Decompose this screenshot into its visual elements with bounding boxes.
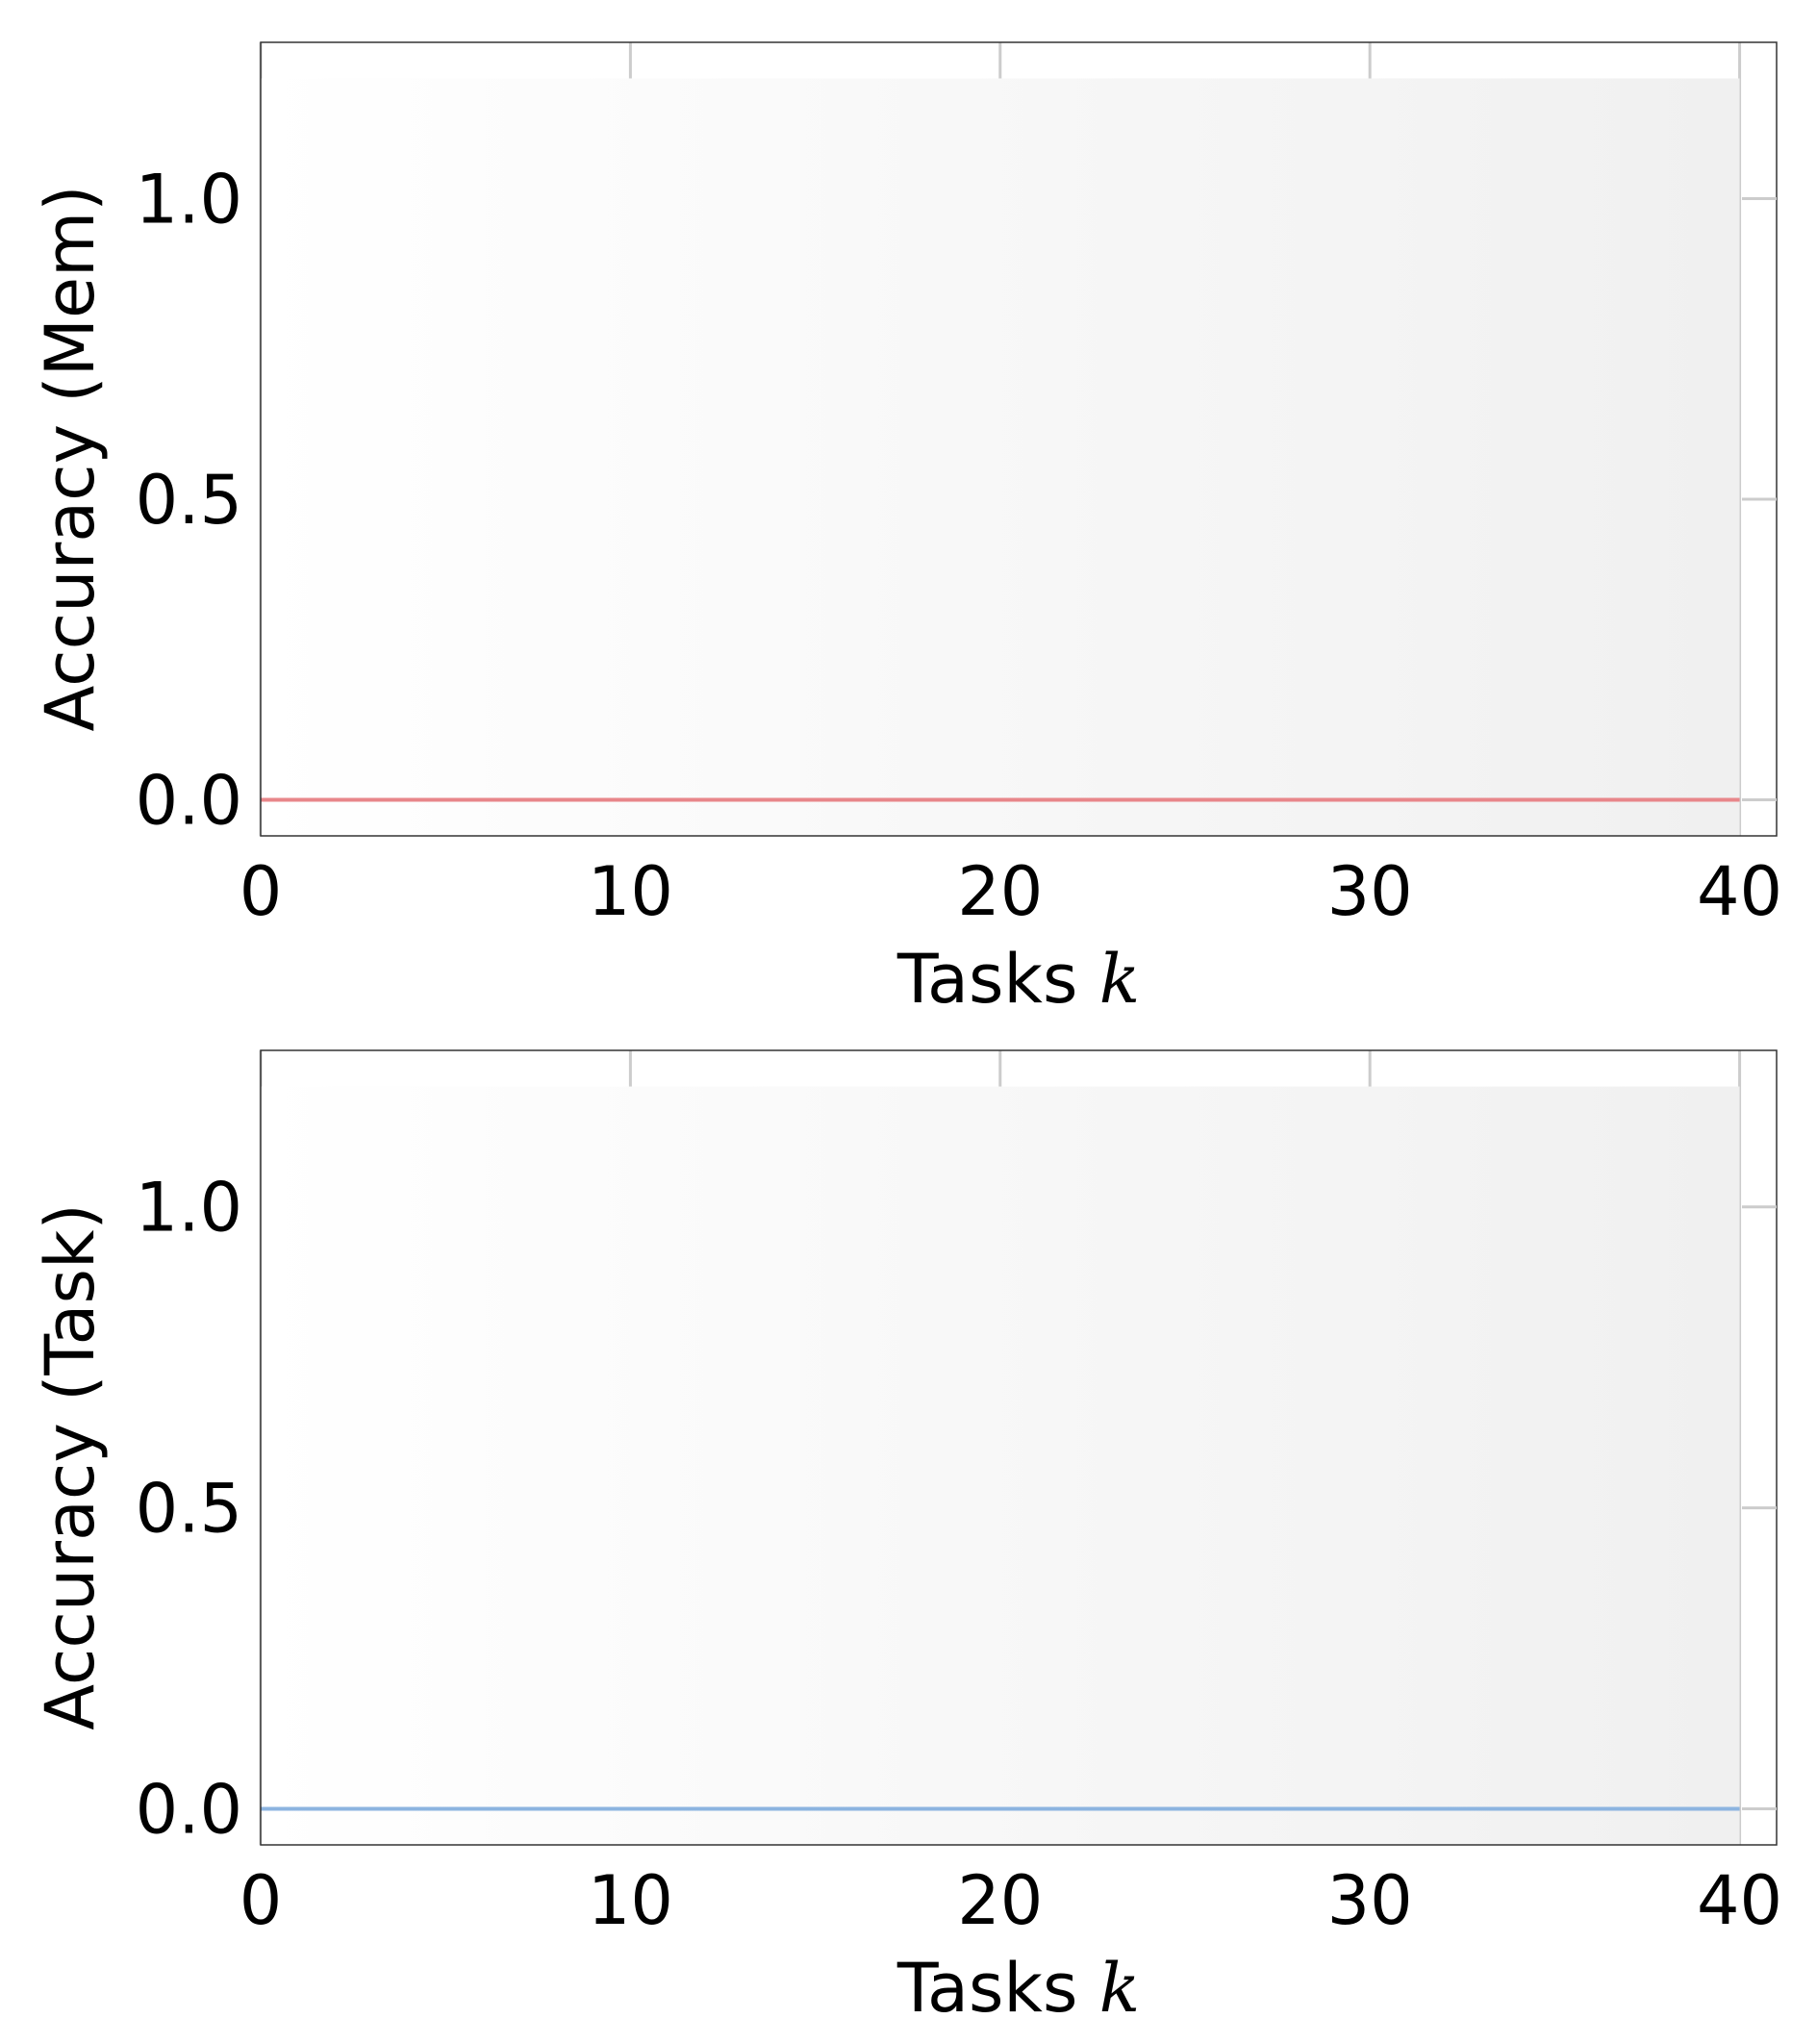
y-ticks: 0.0 0.5 1.0 [136,161,1777,841]
x-axis-label: Tasks k [896,940,1140,1019]
plot-frame [260,41,1778,837]
plot-frame [260,1049,1778,1846]
y-axis-label: Accuracy (Task) [31,1203,110,1730]
y-axis-label: Accuracy (Mem) [31,185,110,731]
y-tick-label: 0.5 [136,1470,242,1549]
y-tick-label: 1.0 [136,1169,242,1248]
y-tick-label: 1.0 [136,161,242,240]
y-tick-label: 0.0 [136,1770,242,1849]
shaded-task-band [261,78,1740,836]
task-accuracy-chart: 0.0 0.5 1.0 0 10 20 30 40 Tasks k Accuracy (Ta… [31,1049,1782,2028]
x-tick-label: 30 [1327,852,1413,931]
y-tick-label: 0.0 [136,762,242,841]
x-tick-label: 0 [240,852,283,931]
x-ticks: 0 10 20 30 40 [240,1861,1782,1940]
x-tick-label: 30 [1327,1861,1413,1940]
y-tick-label: 0.5 [136,461,242,540]
x-ticks: 0 10 20 30 40 [240,852,1782,931]
x-tick-label: 40 [1697,852,1782,931]
x-tick-label: 0 [240,1861,283,1940]
x-tick-label: 20 [957,1861,1043,1940]
shaded-band [261,1086,1740,1845]
x-tick-label: 10 [588,852,673,931]
y-ticks: 0.0 0.5 1.0 [136,1169,1777,1849]
x-axis-label: Tasks k [896,1949,1140,2028]
x-tick-label: 10 [588,1861,673,1940]
memory-accuracy-chart: 0.0 0.5 1.0 0 10 20 30 40 Tasks k Accuracy (Me… [31,41,1782,1019]
x-tick-label: 40 [1697,1861,1782,1940]
shaded-band [261,78,1740,836]
x-tick-label: 20 [957,852,1043,931]
shaded-task-band [261,1086,1740,1845]
